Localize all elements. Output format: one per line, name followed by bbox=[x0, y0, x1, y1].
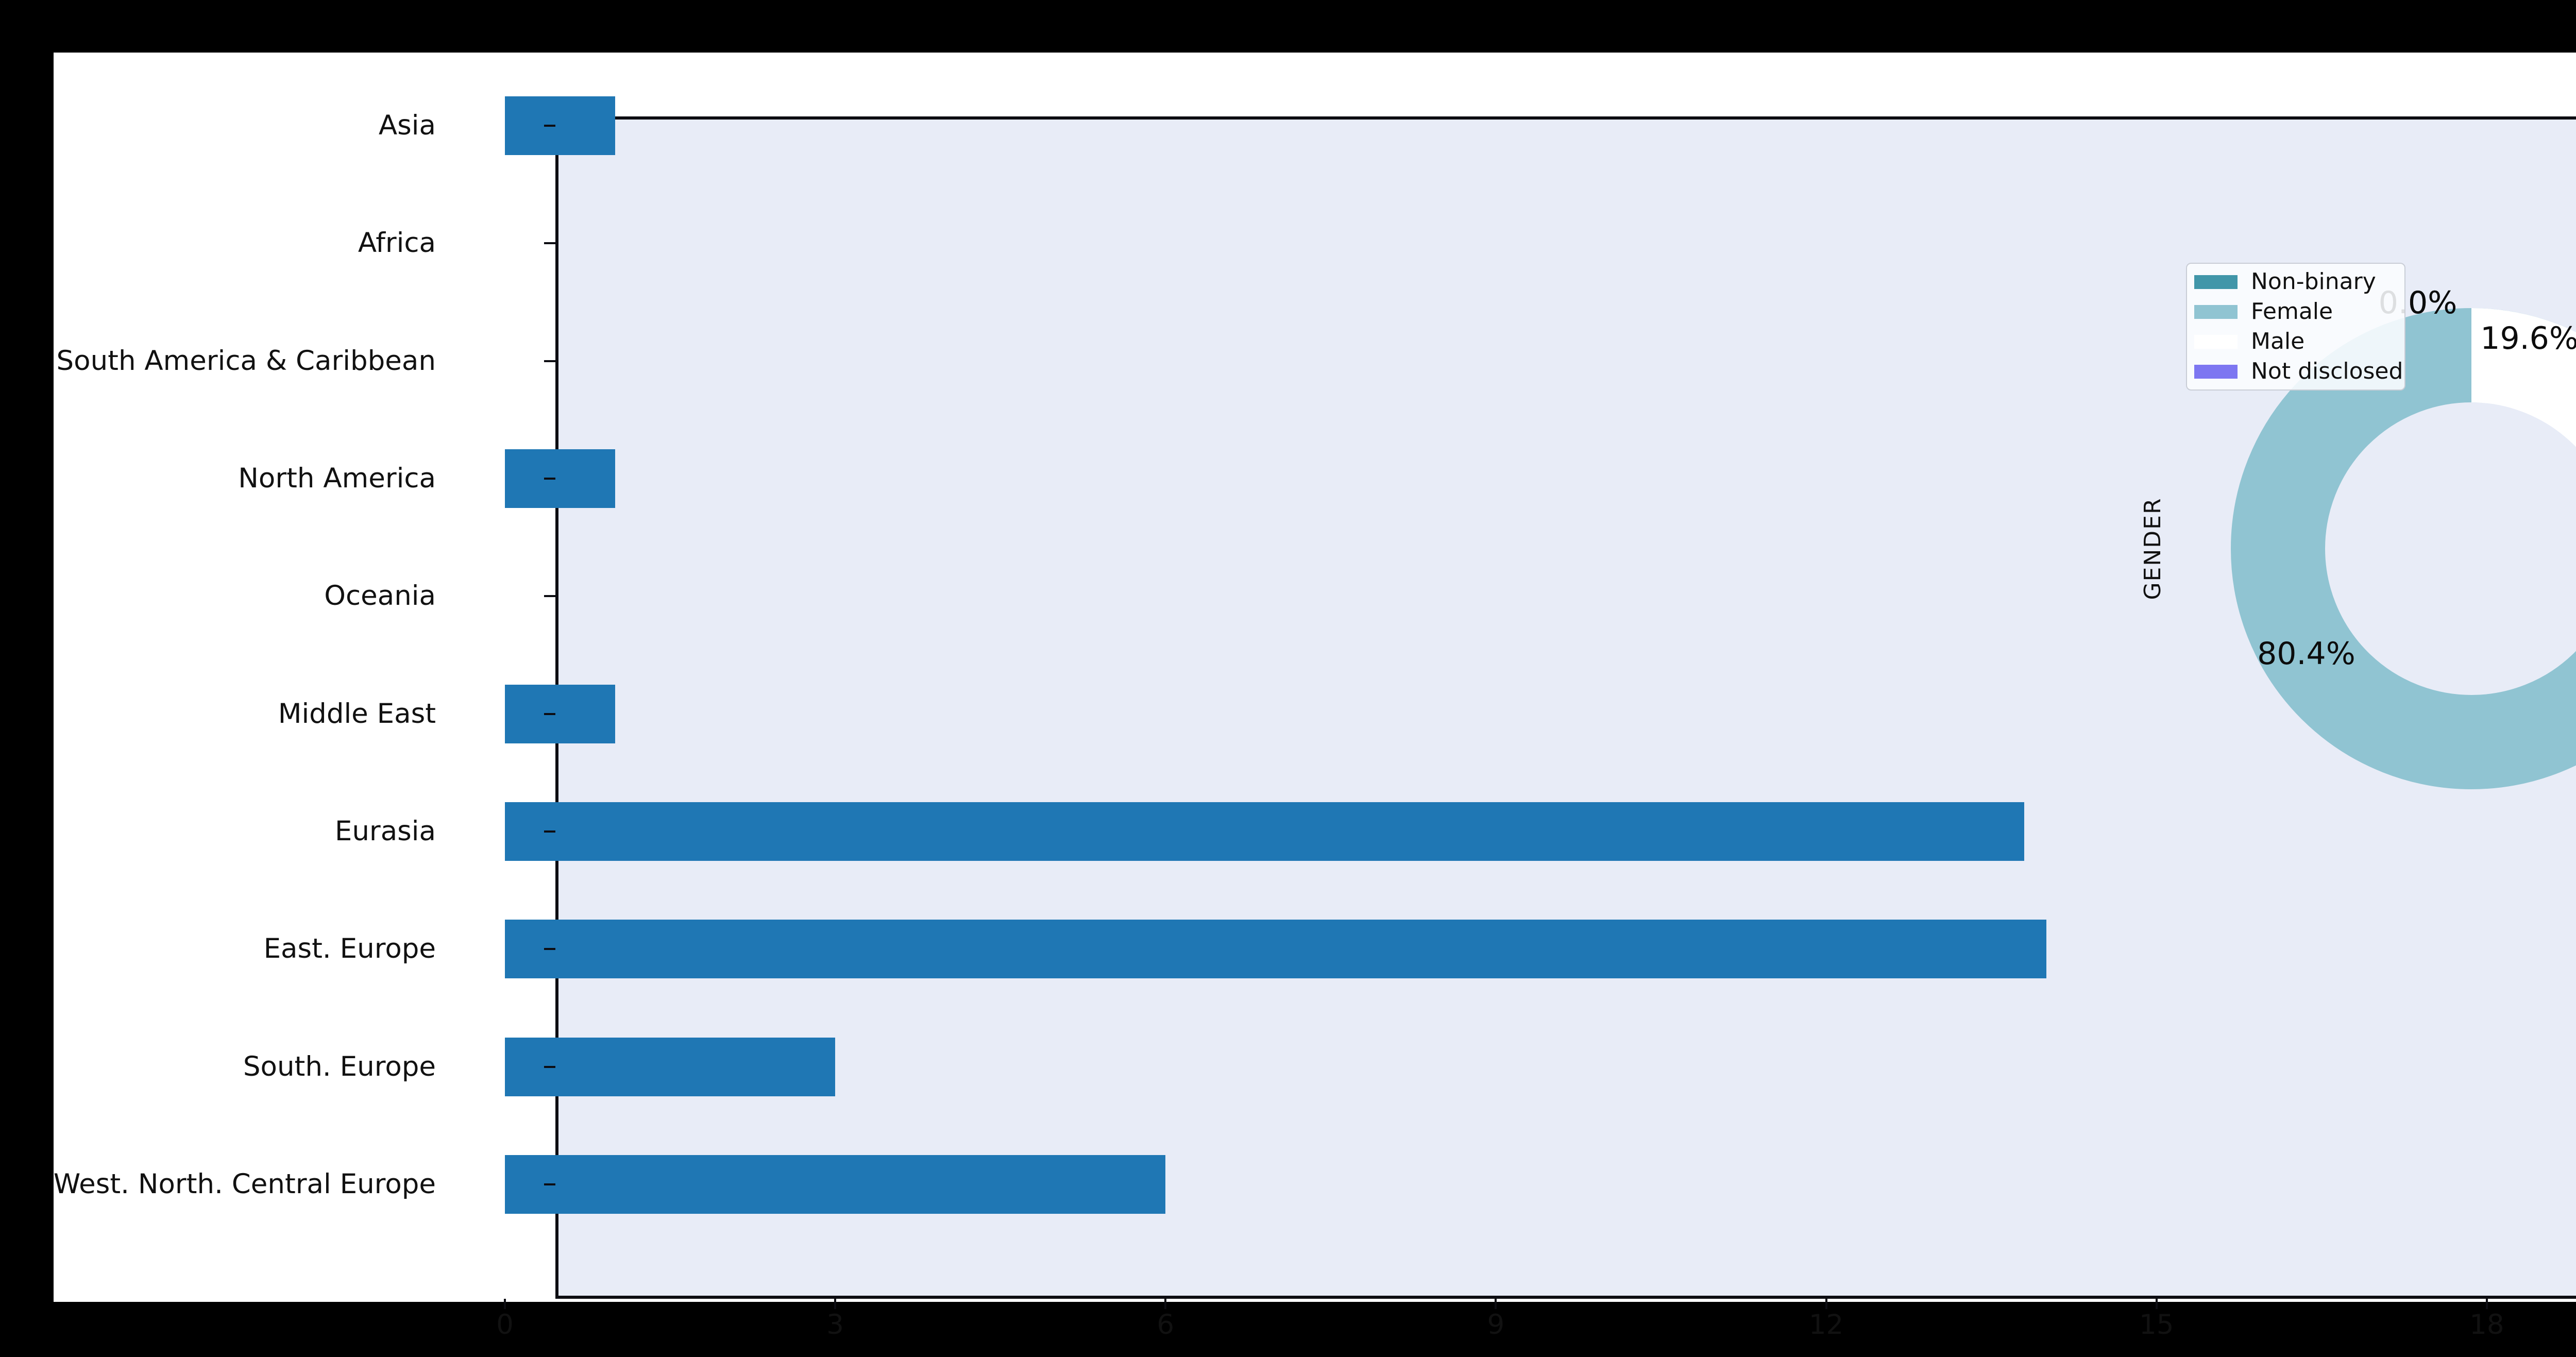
donut-male-slice bbox=[2471, 308, 2576, 447]
category-label: Middle East bbox=[278, 698, 436, 730]
x-tick-label: 18 bbox=[2469, 1309, 2504, 1341]
x-tick-mark bbox=[1825, 1299, 1827, 1309]
x-tick-mark bbox=[2155, 1299, 2158, 1309]
legend-item: Female bbox=[2187, 298, 2404, 326]
gender-donut-chart bbox=[2231, 308, 2576, 789]
category-label: Oceania bbox=[324, 580, 436, 612]
category-label: Asia bbox=[378, 110, 436, 142]
x-tick-mark bbox=[1495, 1299, 1497, 1309]
y-tick-mark bbox=[544, 478, 555, 480]
bar bbox=[505, 96, 615, 156]
legend-item: Non-binary bbox=[2187, 268, 2404, 296]
y-tick-mark bbox=[544, 595, 555, 598]
legend-item-label: Female bbox=[2251, 298, 2333, 325]
legend-swatch-non-binary bbox=[2194, 275, 2238, 289]
x-tick-mark bbox=[1164, 1299, 1167, 1309]
bar bbox=[505, 1155, 1166, 1214]
legend-swatch-not-disclosed bbox=[2194, 364, 2238, 379]
category-label: South. Europe bbox=[243, 1050, 436, 1082]
y-tick-mark bbox=[544, 830, 555, 833]
x-tick-mark bbox=[834, 1299, 837, 1309]
x-tick-mark bbox=[2485, 1299, 2488, 1309]
x-tick-label: 12 bbox=[1808, 1309, 1844, 1341]
legend-item-label: Male bbox=[2251, 328, 2305, 354]
category-label: West. North. Central Europe bbox=[53, 1168, 436, 1200]
y-tick-mark bbox=[544, 713, 555, 715]
bar bbox=[505, 920, 2046, 979]
x-tick-label: 9 bbox=[1487, 1309, 1505, 1341]
y-tick-mark bbox=[544, 125, 555, 127]
category-label: East. Europe bbox=[263, 933, 436, 965]
category-label: North America bbox=[238, 463, 436, 495]
legend-swatch-male bbox=[2194, 334, 2238, 349]
donut-pct-label: 80.4% bbox=[2257, 636, 2355, 672]
donut-pct-label: 19.6% bbox=[2480, 320, 2576, 357]
y-tick-mark bbox=[544, 1065, 555, 1068]
bar bbox=[505, 1037, 836, 1096]
category-label: Africa bbox=[358, 227, 436, 259]
x-tick-label: 15 bbox=[2139, 1309, 2174, 1341]
category-label: Eurasia bbox=[334, 815, 436, 847]
legend-item-label: Not disclosed bbox=[2251, 358, 2403, 384]
gender-legend: Non-binary Female Male Not disclosed bbox=[2186, 263, 2405, 391]
y-tick-mark bbox=[544, 1183, 555, 1185]
x-tick-label: 0 bbox=[496, 1309, 514, 1341]
category-label: South America & Caribbean bbox=[56, 345, 436, 377]
y-tick-mark bbox=[544, 242, 555, 245]
x-tick-mark bbox=[504, 1299, 506, 1309]
y-tick-mark bbox=[544, 360, 555, 362]
bar bbox=[505, 684, 615, 743]
legend-item: Male bbox=[2187, 328, 2404, 355]
figure-background: Asia Africa South America & Caribbean North… bbox=[54, 53, 2576, 1341]
legend-item: Not disclosed bbox=[2187, 358, 2404, 385]
legend-swatch-female bbox=[2194, 304, 2238, 319]
legend-item-label: Non-binary bbox=[2251, 268, 2376, 295]
y-tick-mark bbox=[544, 948, 555, 951]
donut-axis-label: GENDER bbox=[2140, 497, 2166, 600]
x-tick-label: 3 bbox=[826, 1309, 844, 1341]
x-tick-label: 6 bbox=[1157, 1309, 1175, 1341]
bar bbox=[505, 449, 615, 508]
bar bbox=[505, 802, 2025, 861]
